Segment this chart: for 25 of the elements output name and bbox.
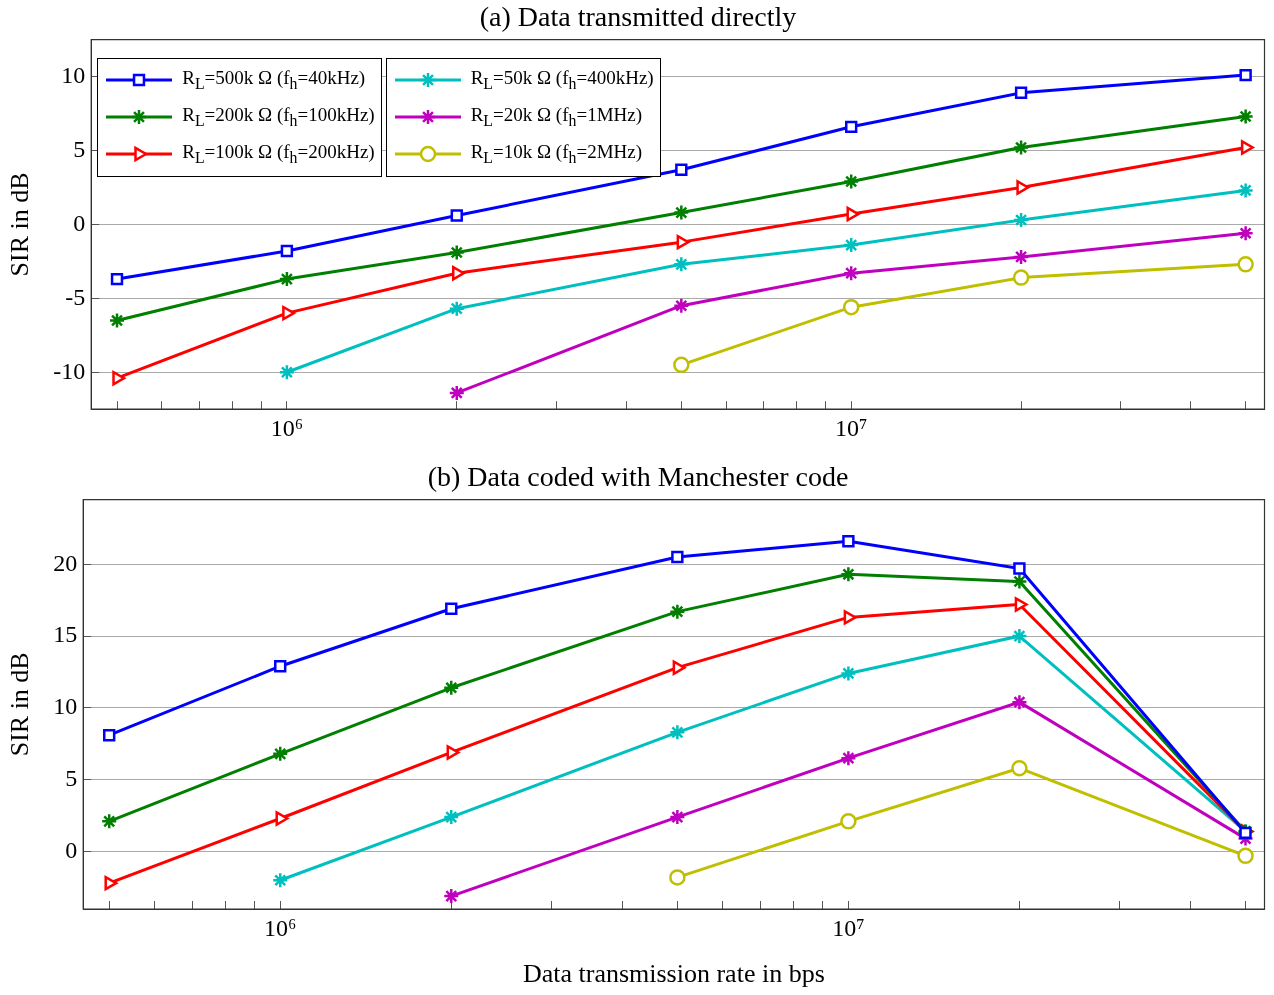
y-tick-label: -5 xyxy=(65,283,86,310)
x-tick-label: 10⁷ xyxy=(835,414,868,441)
legend-label: R$_{L}$=100k Ω (f$_{h}$=200kHz) xyxy=(182,141,375,167)
y-axis-title: SIR in dB xyxy=(5,652,35,757)
y-tick-label: 0 xyxy=(73,209,86,236)
x-tick-label: 10⁷ xyxy=(832,914,865,941)
legend-label: R$_{L}$=500k Ω (f$_{h}$=40kHz) xyxy=(182,67,366,93)
legend-label: R$_{L}$=200k Ω (f$_{h}$=100kHz) xyxy=(182,104,375,130)
y-axis-title: SIR in dB xyxy=(5,172,35,277)
chart-title: (a) Data transmitted directly xyxy=(479,1,797,33)
x-tick-label: 10⁶ xyxy=(270,414,304,441)
y-tick-label: 10 xyxy=(53,693,78,720)
x-tick-label: 10⁶ xyxy=(264,914,297,941)
legend-label: R$_{L}$=20k Ω (f$_{h}$=1MHz) xyxy=(470,104,643,130)
y-tick-label: 20 xyxy=(53,549,78,576)
y-tick-label: 15 xyxy=(53,621,78,648)
x-axis-title: Data transmission rate in bps xyxy=(522,959,825,989)
chart-title: (b) Data coded with Manchester code xyxy=(427,461,849,493)
legend-label: R$_{L}$=10k Ω (f$_{h}$=2MHz) xyxy=(470,141,643,167)
legend-label: R$_{L}$=50k Ω (f$_{h}$=400kHz) xyxy=(470,67,654,93)
y-tick-label: -10 xyxy=(53,357,86,384)
y-tick-label: 5 xyxy=(65,765,78,792)
y-tick-label: 10 xyxy=(61,61,86,88)
y-tick-label: 0 xyxy=(65,836,78,863)
y-tick-label: 5 xyxy=(73,135,86,162)
